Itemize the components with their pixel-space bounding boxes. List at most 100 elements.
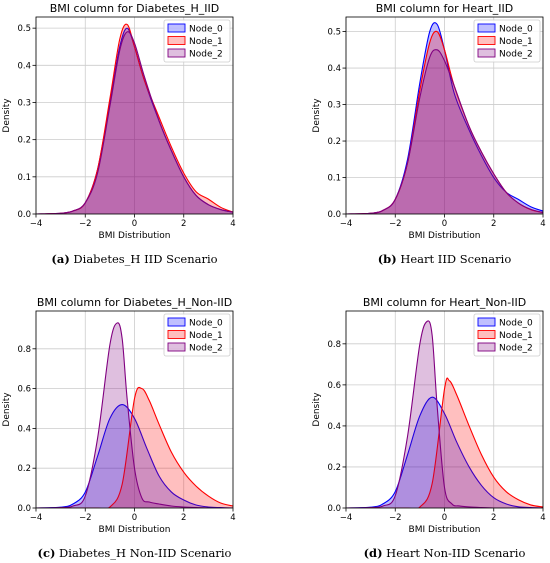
x-tick-label: −4: [340, 513, 353, 523]
x-tick-label: −2: [79, 513, 92, 523]
y-tick-label: 0.1: [327, 174, 341, 184]
x-tick-label: −4: [30, 513, 43, 523]
subfigure-caption: (b) Heart IID Scenario: [378, 252, 512, 266]
series-line-node-1: [346, 377, 543, 508]
x-tick-label: 4: [230, 513, 235, 523]
series-line-node-0: [346, 396, 543, 508]
legend-swatch: [477, 342, 496, 352]
legend: Node_0 Node_1 Node_2: [163, 19, 231, 63]
caption-letter: (c): [38, 546, 56, 560]
y-tick-label: 0.2: [17, 464, 31, 474]
axes-frame: [345, 310, 544, 509]
subfigure-caption: (a) Diabetes_H IID Scenario: [51, 252, 217, 266]
y-tick-label: 0.2: [327, 137, 341, 147]
y-tick-label: 0.4: [327, 64, 341, 74]
series-area-node-1: [346, 378, 543, 508]
legend-swatch: [167, 48, 186, 58]
legend-swatch: [477, 317, 496, 327]
legend-box: [473, 19, 541, 63]
series-line-node-2: [36, 31, 233, 214]
legend-swatch: [167, 36, 186, 45]
legend-label: Node_0: [499, 25, 533, 35]
chart-title: BMI column for Heart_Non-IID: [363, 296, 526, 309]
x-tick-label: −4: [340, 219, 353, 229]
caption-letter: (d): [364, 546, 383, 560]
y-tick-label: 0.4: [17, 424, 31, 434]
x-axis-label: BMI Distribution: [409, 231, 481, 241]
y-tick-label: 0.4: [327, 422, 341, 432]
x-tick-label: 4: [540, 219, 545, 229]
caption-text: Diabetes_H IID Scenario: [70, 252, 218, 266]
series-line-node-0: [36, 403, 233, 508]
series-area-node-0: [346, 397, 543, 508]
caption-text: Heart IID Scenario: [397, 252, 512, 266]
chart-title: BMI column for Heart_IID: [376, 2, 513, 15]
x-tick-label: −2: [389, 513, 402, 523]
caption-letter: (a): [51, 252, 69, 266]
legend-swatch: [167, 317, 186, 327]
y-tick-label: 0.0: [17, 210, 31, 220]
y-tick-label: 0.0: [17, 504, 31, 514]
y-axis-label: Density: [312, 392, 322, 427]
legend-label: Node_2: [189, 50, 223, 60]
legend: Node_0 Node_1 Node_2: [473, 19, 541, 63]
legend: Node_0 Node_1 Node_2: [163, 313, 231, 357]
legend-label: Node_1: [189, 331, 223, 341]
x-tick-label: 0: [132, 513, 137, 523]
series-line-node-2: [36, 322, 233, 508]
x-tick-label: −2: [389, 219, 402, 229]
x-tick-label: 0: [132, 219, 137, 229]
legend-swatch: [477, 48, 496, 58]
series-area-node-2: [36, 31, 233, 214]
legend-label: Node_2: [499, 50, 533, 60]
series-area-node-0: [36, 404, 233, 508]
x-tick-label: 2: [181, 513, 186, 523]
chart-title: BMI column for Diabetes_H_IID: [50, 2, 219, 15]
y-tick-label: 0.0: [327, 210, 341, 220]
legend-label: Node_1: [499, 331, 533, 341]
series-area-node-1: [36, 387, 233, 508]
subfigure-caption: (d) Heart Non-IID Scenario: [364, 546, 526, 560]
legend-swatch: [477, 36, 496, 45]
axes-frame: [35, 16, 234, 215]
chart-panel-1: −4 −2 0 2 4 0.0 0.1 0.2 0.3 0.4 0.5 BMI column for …: [312, 2, 546, 266]
legend: Node_0 Node_1 Node_2: [473, 313, 541, 357]
y-tick-label: 0.2: [17, 136, 31, 146]
y-tick-label: 0.5: [17, 24, 31, 34]
caption-text: Diabetes_H Non-IID Scenario: [55, 546, 231, 560]
series-area-node-0: [36, 28, 233, 214]
legend-swatch: [167, 342, 186, 352]
x-axis-label: BMI Distribution: [99, 525, 171, 535]
x-tick-label: 4: [540, 513, 545, 523]
legend-swatch: [477, 23, 496, 33]
series-area-node-2: [346, 49, 543, 214]
caption-letter: (b): [378, 252, 397, 266]
y-tick-label: 0.8: [327, 340, 341, 350]
axes-frame: [35, 310, 234, 509]
x-axis-label: BMI Distribution: [409, 525, 481, 535]
caption-text: Heart Non-IID Scenario: [383, 546, 526, 560]
legend-label: Node_1: [189, 37, 223, 47]
legend-box: [473, 313, 541, 357]
y-tick-label: 0.0: [327, 504, 341, 514]
legend-label: Node_0: [189, 25, 223, 35]
x-tick-label: 2: [491, 513, 496, 523]
chart-panel-2: −4 −2 0 2 4 0.0 0.2 0.4 0.6 0.8 BMI column for Dia…: [2, 296, 236, 560]
y-tick-label: 0.2: [327, 463, 341, 473]
axes-frame: [345, 16, 544, 215]
x-tick-label: 0: [442, 513, 447, 523]
legend-label: Node_2: [499, 344, 533, 354]
series-area-node-1: [346, 31, 543, 214]
y-axis-label: Density: [2, 392, 12, 427]
y-tick-label: 0.6: [327, 381, 341, 391]
series-line-node-2: [346, 320, 543, 508]
x-tick-label: 2: [491, 219, 496, 229]
x-axis-label: BMI Distribution: [99, 231, 171, 241]
legend-swatch: [477, 330, 496, 339]
y-tick-label: 0.1: [17, 173, 31, 183]
x-tick-label: 2: [181, 219, 186, 229]
y-axis-label: Density: [312, 98, 322, 133]
chart-title: BMI column for Diabetes_H_Non-IID: [37, 296, 232, 309]
legend-box: [163, 313, 231, 357]
